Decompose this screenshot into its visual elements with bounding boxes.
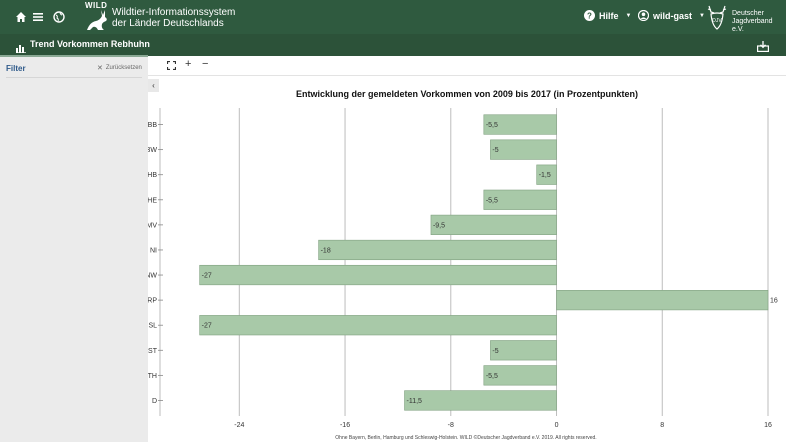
help-label: Hilfe [599, 10, 619, 21]
category-label: D [152, 398, 157, 405]
category-label: NI [150, 247, 157, 254]
chart-grid [159, 108, 769, 416]
help-icon: ? [584, 10, 595, 21]
bar-value-label: -11,5 [407, 398, 423, 405]
bar [318, 239, 557, 261]
category-label: NW [148, 273, 157, 280]
sidebar-divider [6, 77, 142, 78]
bar-value-label: -27 [202, 273, 212, 280]
fullscreen-icon[interactable] [166, 60, 177, 73]
bar-value-label: -18 [321, 247, 331, 254]
trend-bar-chart: Entwicklung der gemeldeten Vorkommen von… [148, 89, 778, 441]
toolbar-divider [148, 75, 786, 76]
org-name-line1: Deutscher [732, 10, 764, 17]
filter-heading: Filter [6, 64, 26, 73]
bar-value-label: -5,5 [486, 122, 498, 129]
bar-value-label: -5 [492, 348, 498, 355]
x-tick-label: -8 [448, 422, 454, 429]
category-label: BW [148, 147, 157, 154]
reset-filter-button[interactable]: ✕ Zurücksetzen [97, 64, 142, 72]
bar-chart-icon [16, 40, 26, 58]
help-menu[interactable]: ? Hilfe ▼ [584, 10, 631, 21]
globe-icon[interactable] [51, 9, 67, 25]
chevron-down-icon: ▼ [699, 12, 705, 19]
category-axis: BB BW HB HE MV NI NW RP SL ST TH D [148, 122, 163, 405]
bar-value-label: -5 [492, 147, 498, 154]
bar [430, 214, 557, 235]
module-title: Trend Vorkommen Rebhuhn [30, 39, 150, 49]
bar-value-label: -5,5 [486, 197, 498, 204]
djv-logo[interactable]: DJV [706, 4, 728, 35]
active-tab-indicator [0, 55, 148, 57]
filter-sidebar: Filter ✕ Zurücksetzen [0, 57, 148, 442]
bar-value-label: 16 [770, 298, 778, 305]
category-label: HE [148, 197, 157, 204]
close-icon: ✕ [97, 65, 103, 72]
x-tick-label: 8 [660, 422, 664, 429]
x-tick-label: 0 [555, 422, 559, 429]
category-label: BB [148, 122, 157, 129]
zoom-in-button[interactable]: + [185, 58, 192, 70]
category-label: TH [148, 373, 157, 380]
app-title-line1: Wildtier-Informationssystem [112, 7, 236, 18]
bar-value-label: -5,5 [486, 373, 498, 380]
bar [483, 114, 557, 135]
reset-label: Zurücksetzen [105, 65, 142, 71]
bar-value-label: -27 [202, 323, 212, 330]
bar [490, 139, 557, 160]
top-navigation-bar: WILD Wildtier-Informationssystem der Län… [0, 0, 786, 34]
download-icon[interactable] [757, 39, 770, 57]
bar-value-label: -1,5 [539, 172, 551, 179]
x-tick-label: 16 [764, 422, 772, 429]
bar [483, 189, 557, 210]
x-tick-label: -16 [340, 422, 350, 429]
hare-logo[interactable] [84, 8, 110, 37]
bar [199, 315, 557, 336]
user-label: wild-gast [653, 10, 693, 21]
home-icon[interactable] [13, 9, 29, 25]
bar [490, 340, 557, 361]
bar [483, 365, 557, 386]
bar [404, 390, 557, 411]
bar [199, 264, 557, 286]
category-label: ST [148, 348, 158, 355]
chart-title: Entwicklung der gemeldeten Vorkommen von… [296, 89, 638, 99]
category-label: MV [148, 222, 157, 229]
user-menu[interactable]: wild-gast ▼ [638, 10, 705, 21]
chevron-down-icon: ▼ [625, 12, 632, 19]
svg-text:?: ? [587, 12, 592, 21]
chart-footnote: Ohne Bayern, Berlin, Hamburg und Schlesw… [335, 434, 596, 441]
menu-icon[interactable] [30, 9, 46, 25]
bar [536, 164, 557, 185]
category-label: SL [148, 323, 157, 330]
svg-text:DJV: DJV [712, 18, 722, 24]
app-title-line2: der Länder Deutschlands [112, 18, 224, 29]
category-label: RP [148, 298, 157, 305]
user-icon [638, 10, 649, 21]
brand-wild: WILD [85, 1, 108, 10]
chart-bars: -5,5 -5 -1,5 -5,5 -9,5 -18 -27 16 -27 -5 -5,5 -11,5 [199, 114, 778, 411]
chart-toolbar: + − [148, 57, 786, 75]
bar [556, 290, 769, 311]
x-tick-label: -24 [234, 422, 244, 429]
org-name-line2: Jagdverband e.V. [732, 18, 773, 33]
zoom-out-button[interactable]: − [202, 58, 209, 70]
bar-value-label: -9,5 [433, 222, 445, 229]
collapse-sidebar-button[interactable]: ‹ [148, 79, 159, 92]
module-header: Trend Vorkommen Rebhuhn [0, 34, 786, 56]
category-label: HB [148, 172, 157, 179]
value-axis: -24 -16 -8 0 8 16 [234, 422, 772, 429]
